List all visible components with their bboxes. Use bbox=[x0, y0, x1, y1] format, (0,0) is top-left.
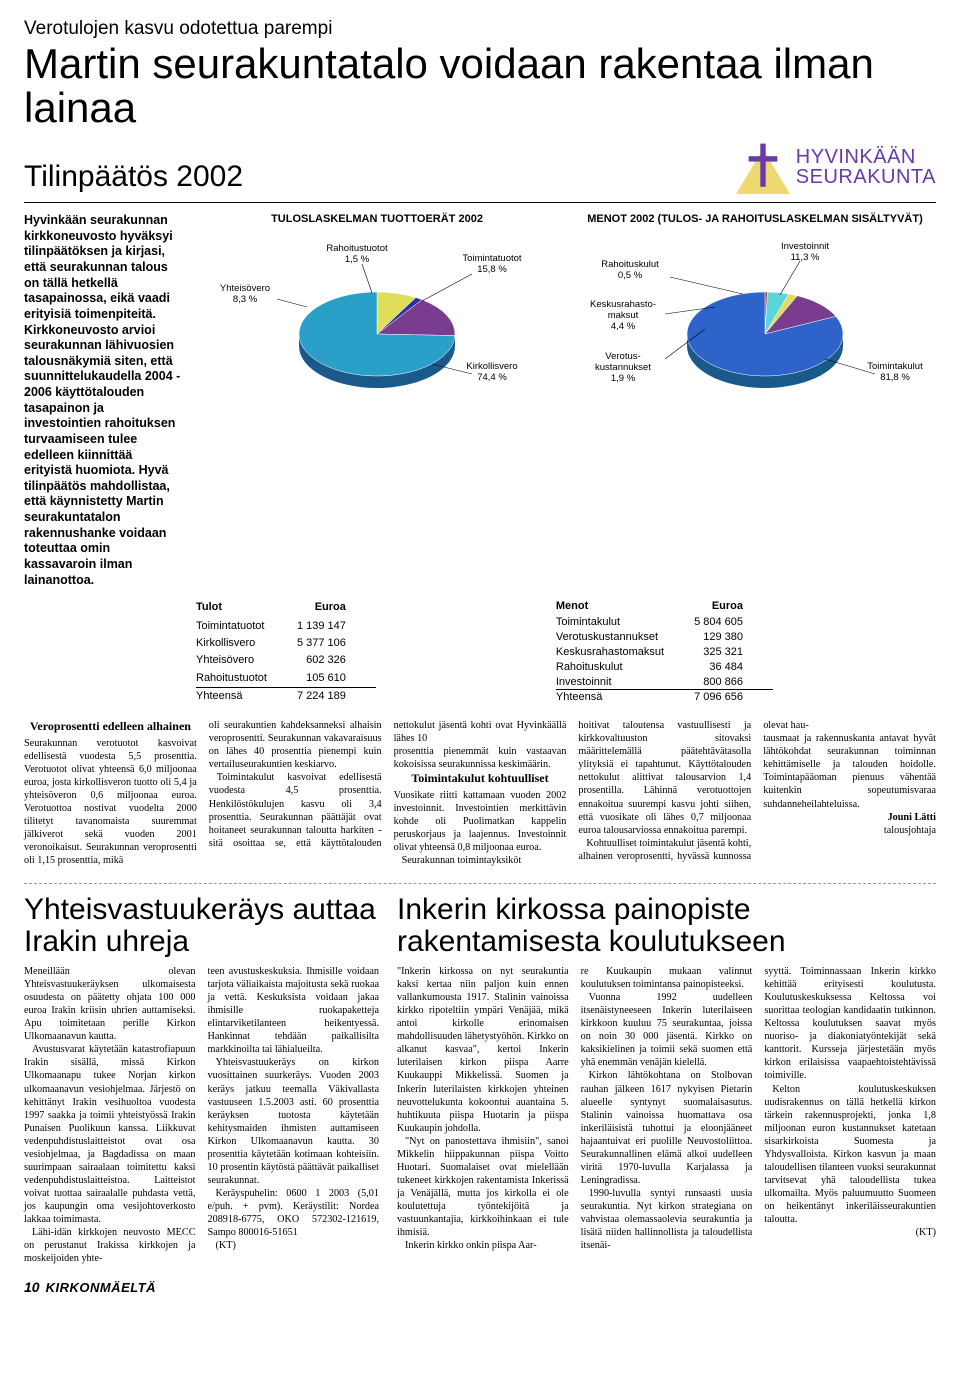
table-row: Verotuskustannukset129 380 bbox=[556, 630, 773, 645]
logo-line2: SEURAKUNTA bbox=[796, 167, 936, 187]
svg-text:Toimintatuotot: Toimintatuotot bbox=[462, 253, 522, 264]
chart-tulot: TULOSLASKELMAN TUOTTOERÄT 2002 Yhteisöve… bbox=[196, 213, 558, 588]
intro-paragraph: Hyvinkään seurakunnan kirkkoneuvosto hyv… bbox=[24, 213, 182, 588]
table-row: Keskusrahastomaksut325 321 bbox=[556, 645, 773, 660]
svg-text:1,5 %: 1,5 % bbox=[345, 254, 370, 265]
svg-text:11,3 %: 11,3 % bbox=[791, 252, 820, 263]
chart-menot: MENOT 2002 (TULOS- JA RAHOITUSLASKELMAN … bbox=[574, 213, 936, 588]
svg-text:Kirkollisvero: Kirkollisvero bbox=[466, 361, 517, 372]
table-row: Yhteisövero602 326 bbox=[196, 652, 376, 669]
publication-name: KIRKONMÄELTÄ bbox=[46, 1280, 156, 1295]
chart2-title: MENOT 2002 (TULOS- JA RAHOITUSLASKELMAN … bbox=[574, 213, 936, 225]
svg-text:Rahoitustuotot: Rahoitustuotot bbox=[326, 243, 388, 254]
svg-text:Investoinnit: Investoinnit bbox=[781, 241, 829, 252]
svg-text:Yhteisövero: Yhteisövero bbox=[220, 283, 270, 294]
headline: Martin seurakuntatalo voidaan rakentaa i… bbox=[24, 42, 936, 130]
svg-text:Rahoituskulut: Rahoituskulut bbox=[601, 259, 659, 270]
page-number: 10 bbox=[24, 1279, 40, 1295]
table-row: Investoinnit800 866 bbox=[556, 675, 773, 690]
body-h2: Toimintakulut kohtuulliset bbox=[394, 771, 567, 786]
table-row: Rahoituskulut36 484 bbox=[556, 660, 773, 675]
byline-title: talousjohtaja bbox=[763, 824, 936, 837]
divider bbox=[24, 883, 936, 884]
table-row: Toimintatuotot1 139 147 bbox=[196, 618, 376, 635]
kicker: Verotulojen kasvu odotettua parempi bbox=[24, 18, 936, 40]
table-row: Kirkollisvero5 377 106 bbox=[196, 635, 376, 652]
svg-text:74,4 %: 74,4 % bbox=[477, 372, 507, 383]
svg-text:81,8 %: 81,8 % bbox=[880, 372, 910, 383]
svg-text:0,5 %: 0,5 % bbox=[618, 270, 643, 281]
art2-title: Yhteisvastuukeräys auttaa Irakin uhreja bbox=[24, 894, 379, 957]
svg-text:Verotus-: Verotus- bbox=[605, 351, 640, 362]
article-body: Veroprosentti edelleen alhainen Seurakun… bbox=[24, 719, 936, 867]
svg-text:4,4 %: 4,4 % bbox=[611, 321, 636, 332]
art3-title: Inkerin kirkossa painopiste rakentamises… bbox=[397, 894, 936, 957]
art3-credit: (KT) bbox=[764, 1226, 936, 1239]
table-row: Rahoitustuotot105 610 bbox=[196, 669, 376, 687]
chart1-title: TULOSLASKELMAN TUOTTOERÄT 2002 bbox=[196, 213, 558, 225]
svg-text:kustannukset: kustannukset bbox=[595, 362, 651, 373]
svg-text:8,3 %: 8,3 % bbox=[233, 294, 258, 305]
svg-text:Keskusrahasto-: Keskusrahasto- bbox=[590, 299, 656, 310]
article-inkeri: Inkerin kirkossa painopiste rakentamises… bbox=[397, 894, 936, 1265]
table-tulot: TulotEuroa Toimintatuotot1 139 147Kirkol… bbox=[196, 600, 376, 705]
subhead: Tilinpäätös 2002 bbox=[24, 160, 243, 194]
page-footer: 10 KIRKONMÄELTÄ bbox=[24, 1279, 936, 1295]
table-row: Toimintakulut5 804 605 bbox=[556, 615, 773, 630]
svg-text:15,8 %: 15,8 % bbox=[477, 264, 507, 275]
body-h1: Veroprosentti edelleen alhainen bbox=[24, 719, 197, 734]
article-yhteisvastuu: Yhteisvastuukeräys auttaa Irakin uhreja … bbox=[24, 894, 379, 1265]
cross-icon bbox=[736, 140, 790, 194]
logo-line1: HYVINKÄÄN bbox=[796, 147, 936, 167]
publisher-logo: HYVINKÄÄN SEURAKUNTA bbox=[736, 140, 936, 194]
svg-text:1,9 %: 1,9 % bbox=[611, 373, 636, 384]
table-menot: MenotEuroa Toimintakulut5 804 605Verotus… bbox=[556, 600, 773, 705]
svg-text:Toimintakulut: Toimintakulut bbox=[867, 361, 923, 372]
svg-text:maksut: maksut bbox=[608, 310, 639, 321]
art2-credit: (KT) bbox=[208, 1239, 380, 1252]
byline-name: Jouni Lätti bbox=[763, 811, 936, 824]
